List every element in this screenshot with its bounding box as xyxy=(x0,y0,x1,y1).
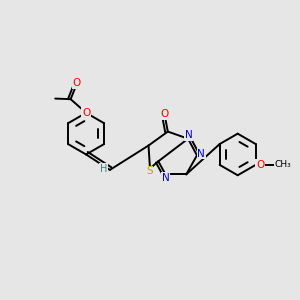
Text: S: S xyxy=(146,167,153,176)
Text: O: O xyxy=(82,108,90,118)
Text: H: H xyxy=(100,164,107,174)
Text: N: N xyxy=(197,149,205,159)
Text: O: O xyxy=(161,109,169,119)
Text: O: O xyxy=(73,78,81,88)
Text: N: N xyxy=(185,130,193,140)
Text: CH₃: CH₃ xyxy=(274,160,291,169)
Text: O: O xyxy=(256,160,264,170)
Text: N: N xyxy=(162,173,169,183)
